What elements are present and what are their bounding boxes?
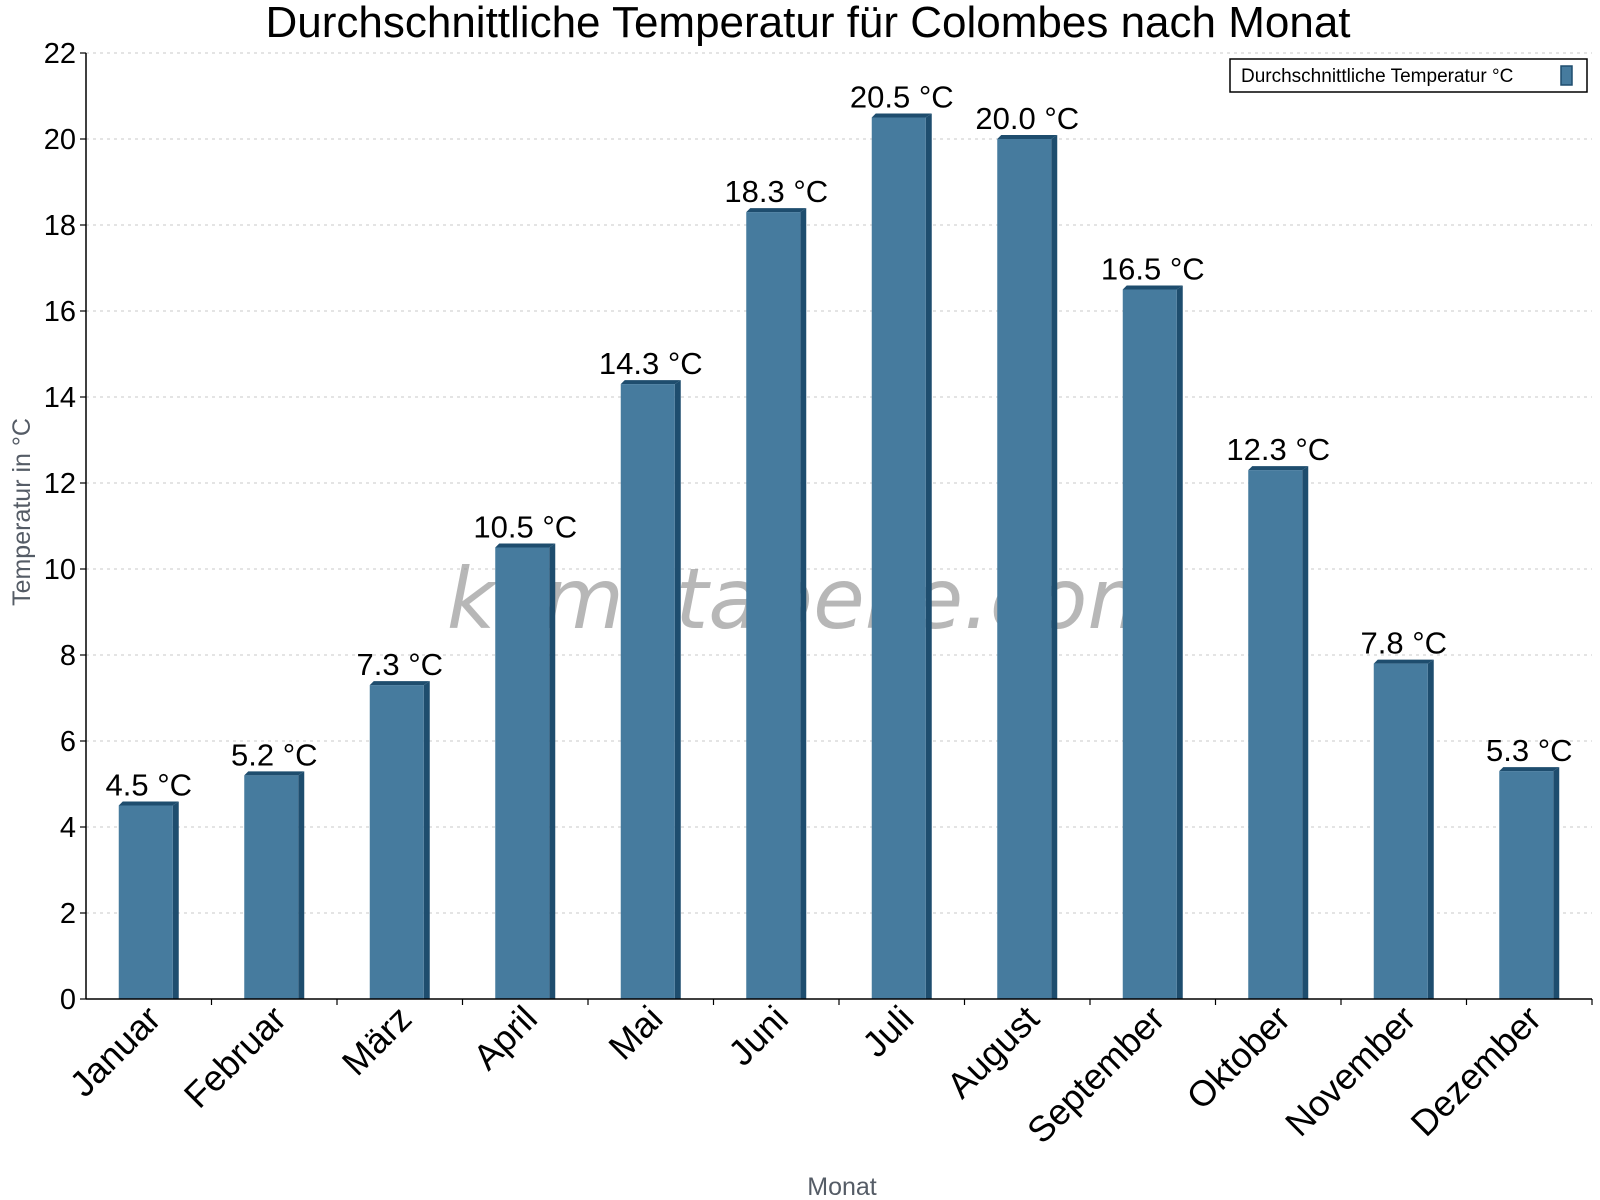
y-tick-label: 12: [44, 468, 76, 500]
data-label: 4.5 °C: [106, 768, 193, 803]
bar-face: [118, 805, 173, 999]
bar: [495, 543, 556, 999]
bar: [871, 113, 932, 999]
x-tick-labels: Januar Februar März April Mai Juni Juli AugustS…: [62, 998, 1549, 1152]
x-tick-label: August: [939, 998, 1047, 1106]
bar-side: [1553, 767, 1560, 999]
y-tick-label: 14: [44, 382, 76, 414]
bar-face: [871, 117, 926, 999]
data-label: 5.2 °C: [231, 737, 318, 772]
bar-side: [423, 681, 430, 999]
bar-face: [746, 212, 801, 1000]
bar: [746, 208, 807, 1000]
bar-face: [495, 547, 550, 999]
bar-top: [1248, 466, 1309, 471]
bar-top: [1122, 285, 1183, 290]
bar: [1499, 767, 1560, 999]
chart-title: Durchschnittliche Temperatur für Colombe…: [265, 0, 1350, 47]
data-label: 14.3 °C: [599, 346, 703, 381]
y-axis-label: Temperatur in °C: [8, 418, 36, 606]
bar-face: [1248, 470, 1303, 1000]
legend-label: Durchschnittliche Temperatur °C: [1241, 66, 1513, 87]
x-tick-label: März: [334, 998, 420, 1084]
bar-side: [1302, 466, 1309, 1000]
bar-face: [1499, 771, 1554, 999]
bar-face: [620, 384, 675, 1000]
bar-side: [925, 113, 932, 999]
bar-side: [800, 208, 807, 1000]
bar-face: [997, 139, 1052, 999]
bar: [1248, 466, 1309, 1000]
bar: [1373, 659, 1434, 999]
y-tick-label: 20: [44, 124, 76, 156]
bar-top: [746, 208, 807, 213]
gridlines: [86, 52, 1592, 914]
x-tick-label: Mai: [600, 998, 670, 1068]
legend: Durchschnittliche Temperatur °C: [1229, 58, 1588, 93]
y-tick-labels: 0 2 4 6 8 10 12 14 16 18 20 22: [44, 38, 76, 1016]
legend-box: [1229, 58, 1588, 93]
y-tick-label: 18: [44, 210, 76, 242]
legend-swatch: [1560, 65, 1573, 86]
bar-top: [495, 543, 556, 548]
y-tick-label: 22: [44, 38, 76, 70]
bar: [620, 380, 681, 1000]
bar-top: [620, 380, 681, 385]
data-label: 20.0 °C: [975, 101, 1079, 136]
data-label: 18.3 °C: [724, 174, 828, 209]
x-tick-label: Oktober: [1178, 998, 1298, 1118]
bar-top: [118, 801, 179, 806]
x-tick-label: November: [1277, 998, 1423, 1144]
x-tick-label: Juli: [854, 998, 921, 1065]
bar-top: [1373, 659, 1434, 664]
y-tick-label: 8: [60, 640, 76, 672]
x-tick-label: April: [465, 998, 545, 1078]
bar-face: [244, 775, 299, 999]
bar: [369, 681, 430, 999]
bar-top: [871, 113, 932, 118]
bar-side: [1051, 135, 1058, 999]
bar: [118, 801, 179, 999]
bar: [244, 771, 305, 999]
bar: [997, 135, 1058, 999]
y-tick-label: 4: [60, 812, 76, 844]
y-tick-label: 10: [44, 554, 76, 586]
y-tick-label: 6: [60, 726, 76, 758]
bar-top: [997, 135, 1058, 139]
x-tick-label: Januar: [62, 998, 169, 1105]
bar-top: [369, 681, 430, 686]
x-tick-label: Februar: [176, 998, 294, 1116]
data-label: 16.5 °C: [1101, 252, 1205, 287]
x-axis-label: Monat: [807, 1173, 877, 1200]
bar-side: [172, 801, 179, 999]
data-label: 20.5 °C: [850, 80, 954, 115]
y-tick-label: 0: [60, 984, 76, 1016]
x-tick-label: September: [1019, 998, 1173, 1152]
y-tick-label: 16: [44, 296, 76, 328]
bar-face: [1122, 289, 1177, 999]
data-label: 7.8 °C: [1361, 626, 1448, 661]
axes: [80, 52, 1593, 1005]
data-label: 5.3 °C: [1486, 733, 1573, 768]
data-label: 7.3 °C: [357, 647, 444, 682]
data-label: 12.3 °C: [1226, 432, 1330, 467]
bar-face: [369, 685, 424, 999]
bar-face: [1373, 663, 1428, 999]
x-tick-label: Juni: [720, 998, 796, 1074]
bar-side: [1427, 659, 1434, 999]
bar-side: [549, 543, 556, 999]
bar: [1122, 285, 1183, 999]
bar-side: [1176, 285, 1183, 999]
bar-top: [244, 771, 305, 776]
bars: [118, 113, 1560, 1000]
bar-side: [674, 380, 681, 1000]
data-label: 10.5 °C: [473, 510, 577, 545]
data-labels: 4.5 °C 5.2 °C 7.3 °C 10.5 °C 14.3 °C 18.3 °C 2…: [106, 80, 1573, 803]
bar-top: [1499, 767, 1560, 772]
x-tick-label: Dezember: [1402, 998, 1548, 1144]
y-tick-label: 2: [60, 898, 76, 930]
bar-side: [298, 771, 305, 999]
